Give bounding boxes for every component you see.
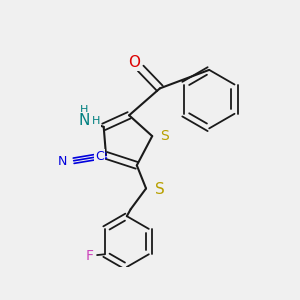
Text: N: N	[79, 113, 90, 128]
Text: H: H	[92, 116, 100, 126]
Text: F: F	[86, 249, 94, 263]
Text: H: H	[80, 105, 88, 115]
Text: O: O	[128, 55, 140, 70]
Text: C: C	[95, 150, 104, 164]
Text: N: N	[58, 155, 68, 168]
Text: S: S	[155, 182, 165, 197]
Text: S: S	[160, 129, 169, 143]
